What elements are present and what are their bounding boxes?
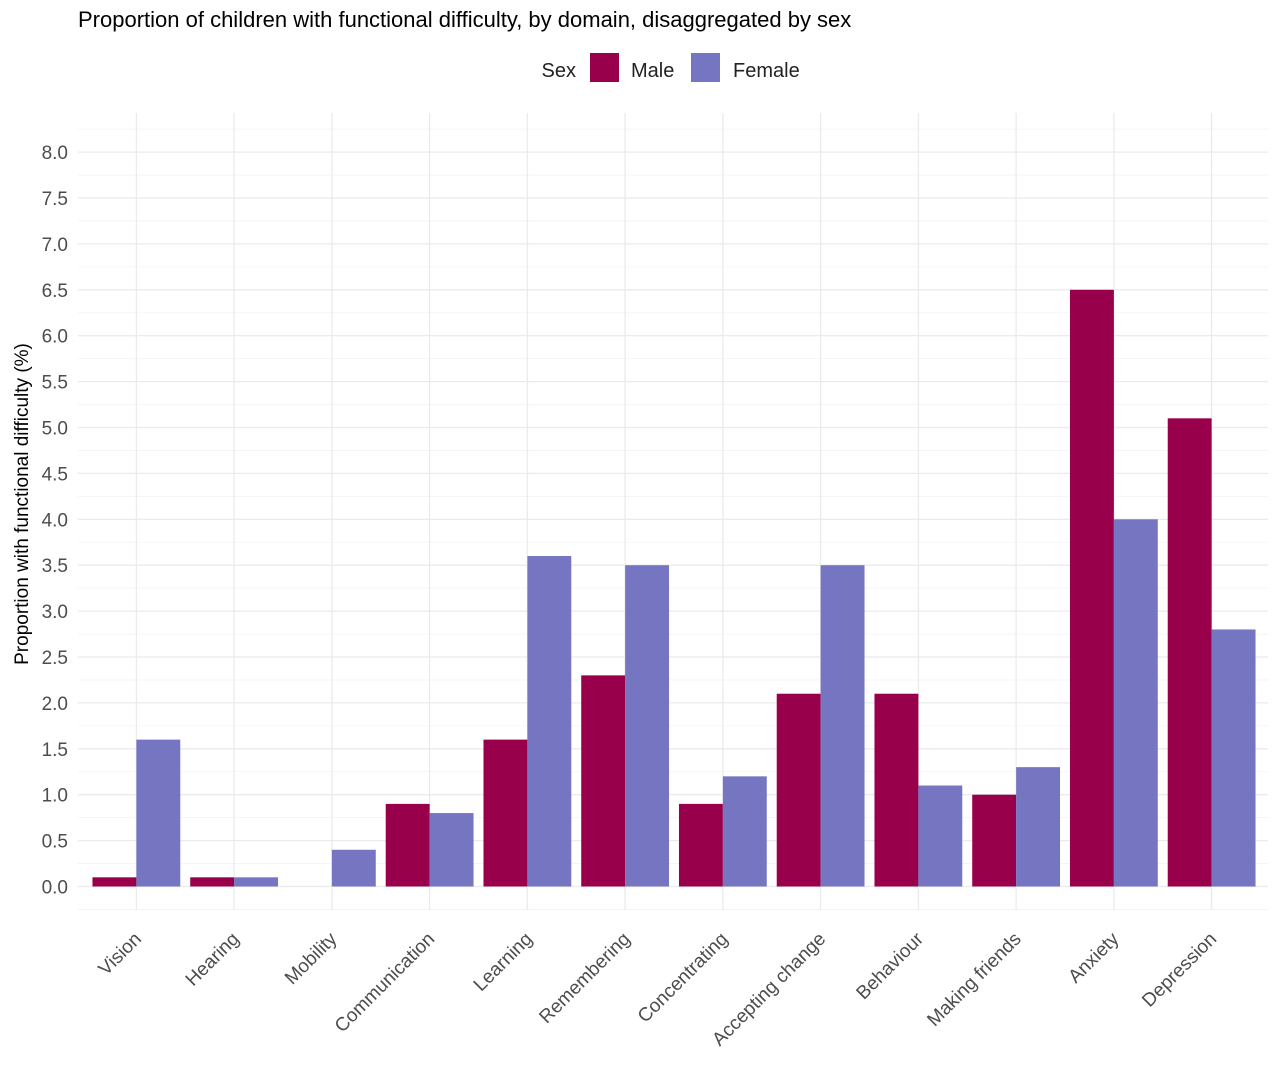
x-tick-label: Behaviour [853, 928, 929, 1004]
legend-key-male [590, 53, 619, 82]
y-tick-label: 3.0 [42, 602, 68, 623]
y-tick-label: 5.0 [42, 419, 68, 440]
legend-title: Sex [542, 60, 576, 82]
y-axis-ticks: 0.0 0.5 1.0 1.5 2.0 2.5 3.0 3.5 4.0 4.5 5.0 5.5 6.0 6… [42, 143, 68, 898]
x-tick-label: Anxiety [1064, 928, 1123, 987]
x-tick-label: Concentrating [634, 929, 732, 1027]
bar-male [972, 794, 1017, 887]
x-tick-label: Learning [470, 929, 537, 996]
y-tick-label: 8.0 [42, 143, 68, 164]
bar-female [722, 776, 767, 887]
bar-male [385, 803, 430, 887]
x-tick-label: Hearing [182, 929, 244, 991]
bar-female [331, 849, 376, 887]
y-tick-label: 5.5 [42, 373, 68, 394]
bar-female [820, 565, 865, 887]
bars [92, 289, 1256, 887]
bar-male [1069, 289, 1114, 887]
bar-female [918, 785, 963, 887]
y-tick-label: 7.5 [42, 189, 68, 210]
bar-male [776, 693, 821, 887]
bar-male [483, 739, 528, 887]
x-tick-label: Depression [1138, 929, 1221, 1012]
y-tick-label: 7.0 [42, 235, 68, 256]
bar-male [581, 675, 626, 887]
bar-female [429, 813, 474, 887]
bar-male [1167, 418, 1212, 887]
legend: Sex Male Female [542, 53, 800, 82]
y-tick-label: 4.0 [42, 510, 68, 531]
y-tick-label: 2.0 [42, 694, 68, 715]
x-tick-label: Vision [95, 929, 146, 980]
y-axis-title: Proportion with functional difficulty (%… [12, 343, 33, 665]
chart-title: Proportion of children with functional d… [78, 7, 851, 32]
bar-female [1113, 519, 1158, 887]
y-tick-label: 4.5 [42, 464, 68, 485]
y-tick-label: 2.5 [42, 648, 68, 669]
y-tick-label: 1.5 [42, 740, 68, 761]
y-tick-label: 1.0 [42, 786, 68, 807]
bar-male [92, 877, 137, 887]
bar-male [874, 693, 919, 887]
x-tick-label: Communication [331, 929, 439, 1037]
legend-key-female [691, 53, 720, 82]
bar-female [527, 556, 572, 887]
y-tick-label: 0.0 [42, 878, 68, 899]
y-tick-label: 0.5 [42, 832, 68, 853]
x-tick-label: Mobility [281, 928, 342, 989]
bar-female [625, 565, 670, 887]
y-tick-label: 6.0 [42, 327, 68, 348]
y-tick-label: 3.5 [42, 556, 68, 577]
x-tick-label: Making friends [923, 929, 1025, 1031]
bar-female [1016, 767, 1061, 887]
legend-label-female: Female [733, 60, 800, 82]
bar-female [1211, 629, 1256, 887]
x-tick-label: Remembering [535, 929, 634, 1028]
bar-female [136, 739, 181, 887]
bar-female [234, 877, 279, 887]
bar-male [190, 877, 235, 887]
bar-male [678, 803, 723, 887]
legend-label-male: Male [631, 60, 674, 82]
y-tick-label: 6.5 [42, 281, 68, 302]
